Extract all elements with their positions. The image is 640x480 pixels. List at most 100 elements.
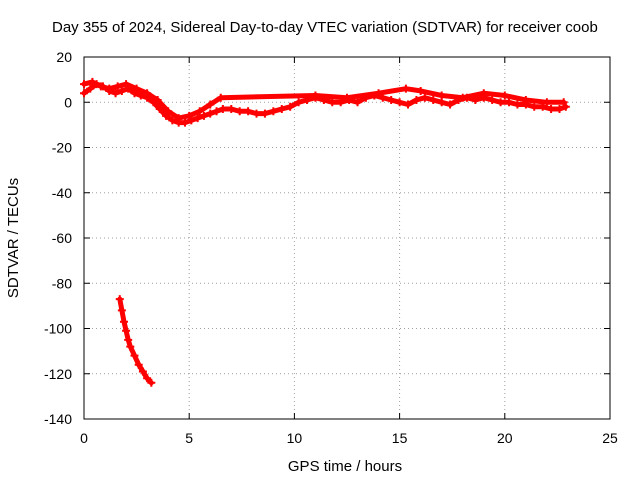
data-point (111, 89, 120, 98)
data-point (437, 91, 446, 100)
x-axis: 0 5 10 15 20 25 (80, 57, 618, 446)
data-point (174, 114, 183, 123)
data-series (80, 77, 570, 387)
data-point (311, 91, 320, 100)
data-point (162, 111, 171, 120)
data-point (134, 360, 143, 369)
data-point (395, 98, 404, 107)
data-point (147, 378, 156, 387)
data-point (420, 93, 429, 102)
data-point (130, 351, 139, 360)
data-point (227, 105, 236, 114)
data-point (412, 95, 421, 104)
data-point (505, 98, 514, 107)
data-point (235, 107, 244, 116)
data-point (216, 93, 225, 102)
data-point (80, 89, 88, 98)
data-point (437, 98, 446, 107)
data-point (168, 116, 177, 125)
data-point (404, 100, 413, 109)
data-point (429, 95, 438, 104)
data-point (126, 342, 135, 351)
y-axis: -140 -120 -100 -80 -60 -40 -20 0 20 (44, 49, 610, 427)
data-point (199, 111, 208, 120)
data-point (119, 317, 128, 326)
data-point (458, 93, 467, 102)
data-point (122, 80, 131, 89)
y-tick-label: -20 (52, 140, 72, 156)
data-point (555, 105, 564, 114)
data-point (212, 107, 221, 116)
data-point (559, 98, 568, 107)
data-point (496, 98, 505, 107)
data-point (401, 84, 410, 93)
data-point (185, 111, 194, 120)
data-point (143, 374, 152, 383)
y-axis-label: SDTVAR / TECUs (5, 178, 22, 298)
data-point (479, 89, 488, 98)
y-tick-label: -140 (44, 411, 72, 427)
data-point (353, 98, 362, 107)
data-point (521, 95, 530, 104)
data-point (277, 105, 286, 114)
series-line-lower-segment (117, 296, 154, 386)
y-tick-label: -120 (44, 366, 72, 382)
data-point (513, 100, 522, 109)
y-tick-label: -40 (52, 185, 72, 201)
data-point (80, 80, 88, 89)
data-point (115, 295, 124, 304)
x-tick-label: 5 (185, 430, 193, 446)
data-point (105, 84, 114, 93)
x-tick-label: 20 (497, 430, 513, 446)
data-point (244, 107, 253, 116)
data-point (132, 84, 141, 93)
data-point (193, 114, 202, 123)
data-point (542, 98, 551, 107)
data-point (387, 95, 396, 104)
data-point (117, 306, 126, 315)
data-point (86, 84, 95, 93)
data-point (155, 105, 164, 114)
data-point (252, 109, 261, 118)
data-point (378, 93, 387, 102)
series-line-main (81, 81, 569, 126)
data-point (195, 107, 204, 116)
data-point (446, 100, 455, 109)
data-point (294, 98, 303, 107)
y-tick-label: -100 (44, 321, 72, 337)
data-point (561, 102, 570, 111)
data-point (122, 326, 131, 335)
data-point (488, 95, 497, 104)
data-point (138, 367, 147, 376)
data-point (96, 82, 105, 91)
x-axis-label: GPS time / hours (288, 458, 402, 475)
data-point (117, 86, 126, 95)
data-point (153, 95, 162, 104)
data-point (143, 89, 152, 98)
data-point (500, 91, 509, 100)
y-tick-label: 0 (64, 94, 72, 110)
data-point (113, 82, 122, 91)
data-point (328, 98, 337, 107)
data-point (164, 107, 173, 116)
data-point (286, 102, 295, 111)
data-point (269, 107, 278, 116)
data-point (343, 93, 351, 102)
data-point (416, 86, 425, 95)
data-point (530, 102, 539, 111)
y-tick-label: 20 (56, 49, 72, 65)
y-tick-label: -60 (52, 230, 72, 246)
x-tick-label: 25 (602, 430, 618, 446)
data-point (180, 118, 189, 127)
data-point (547, 105, 556, 114)
data-point (374, 89, 383, 98)
x-tick-label: 10 (287, 430, 303, 446)
data-point (130, 89, 139, 98)
y-tick-label: -80 (52, 275, 72, 291)
x-tick-label: 15 (392, 430, 408, 446)
data-point (124, 335, 133, 344)
data-point (206, 109, 215, 118)
data-point (260, 109, 269, 118)
data-point (187, 116, 196, 125)
